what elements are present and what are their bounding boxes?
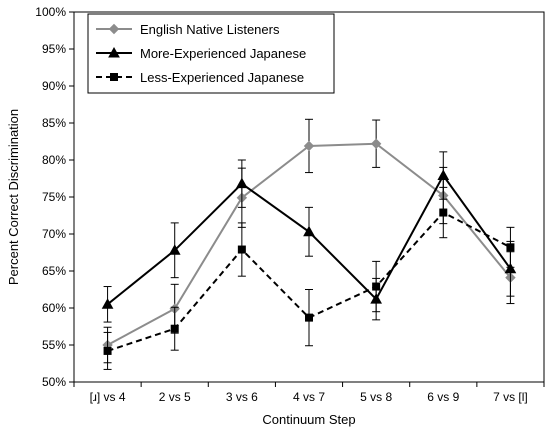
square-marker [103, 346, 112, 355]
triangle-marker [437, 169, 450, 181]
y-tick-label: 70% [42, 227, 66, 241]
y-tick-label: 55% [42, 338, 66, 352]
y-axis-title: Percent Correct Discrimination [6, 109, 21, 285]
series-more-experienced-japanese [101, 151, 517, 323]
square-marker [506, 243, 515, 252]
legend-label: More-Experienced Japanese [140, 46, 306, 61]
x-axis: [ɹ] vs 4 2 vs 5 3 vs 6 4 vs 7 5 vs 8 6 vs 9 7 … [73, 382, 545, 404]
triangle-marker [236, 177, 248, 189]
y-tick-label: 95% [42, 42, 66, 56]
diamond-marker [108, 23, 120, 35]
x-tick-label: 3 vs 6 [226, 390, 258, 404]
triangle-marker [168, 244, 181, 255]
triangle-marker [108, 46, 120, 58]
square-marker [372, 282, 381, 291]
series-layer [101, 118, 517, 370]
legend: English Native Listeners More-Experienced… [87, 13, 335, 94]
y-tick-label: 65% [42, 264, 66, 278]
triangle-marker [504, 262, 517, 274]
diamond-marker [370, 138, 382, 149]
legend-label: Less-Experienced Japanese [140, 70, 304, 85]
x-tick-label: 6 vs 9 [427, 390, 459, 404]
y-tick-label: 60% [42, 301, 66, 315]
y-axis: 50% 55% 60% 65% 70% 75% 80% 85% 90% 95% 100% [35, 5, 74, 389]
y-tick-label: 100% [35, 5, 66, 19]
square-marker [305, 313, 313, 322]
x-tick-label: 4 vs 7 [293, 390, 325, 404]
square-marker [170, 324, 179, 333]
x-tick-label: 5 vs 8 [360, 390, 392, 404]
square-marker [110, 73, 118, 81]
x-tick-label: 7 vs [l] [493, 390, 528, 404]
x-tick-label: 2 vs 5 [159, 390, 191, 404]
triangle-marker [101, 298, 114, 309]
x-tick-label: [ɹ] vs 4 [90, 390, 126, 404]
y-tick-label: 90% [42, 79, 66, 93]
square-marker [439, 208, 448, 217]
diamond-marker [303, 140, 315, 152]
square-marker [237, 245, 246, 254]
y-tick-label: 85% [42, 116, 66, 130]
legend-label: English Native Listeners [140, 22, 280, 37]
y-tick-label: 75% [42, 190, 66, 204]
triangle-marker [303, 225, 315, 237]
y-tick-label: 80% [42, 153, 66, 167]
series-less-experienced-japanese [103, 186, 515, 370]
x-axis-title: Continuum Step [262, 412, 355, 427]
y-tick-label: 50% [42, 375, 66, 389]
